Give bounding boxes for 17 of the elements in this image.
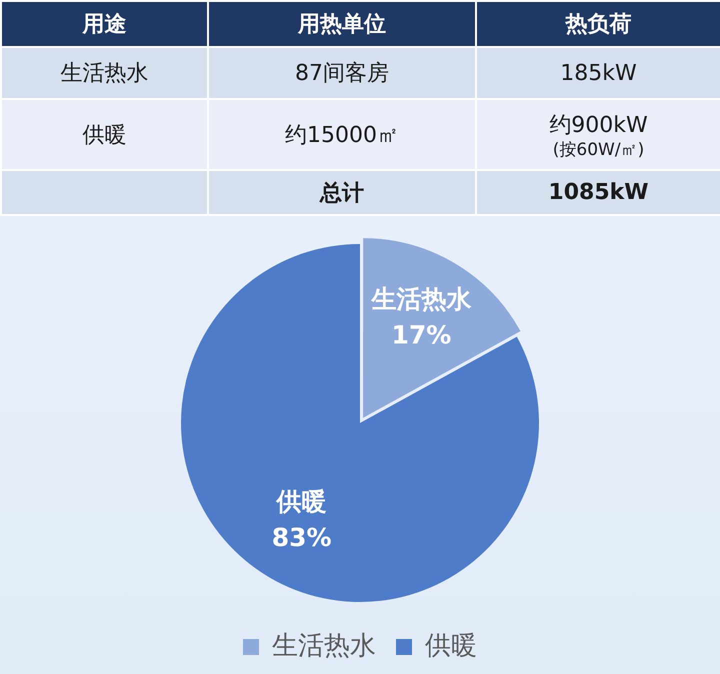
category-label: 用热单位 xyxy=(208,1,476,47)
legend-label: 生活热水 xyxy=(272,630,376,661)
category-label: 生活热水 xyxy=(60,61,148,86)
text: 1085kW xyxy=(547,180,650,205)
category-label: 热负荷 xyxy=(476,1,720,47)
data-label: 17% xyxy=(391,320,452,350)
text: 总计 xyxy=(318,180,365,208)
text: 87间客房 xyxy=(294,60,390,88)
text: 185kW xyxy=(559,60,638,86)
text: 约15000㎡ xyxy=(284,122,400,150)
slice-label: 生活热水 xyxy=(370,284,472,314)
category-label: 供暖 xyxy=(82,122,126,148)
slice-label: 供暖 xyxy=(276,487,327,516)
data-label: 83% xyxy=(272,523,332,552)
legend-label: 供暖 xyxy=(425,630,477,661)
category-label: 用途 xyxy=(1,1,208,47)
text: 约900kW (按60W/㎡) xyxy=(548,112,649,160)
